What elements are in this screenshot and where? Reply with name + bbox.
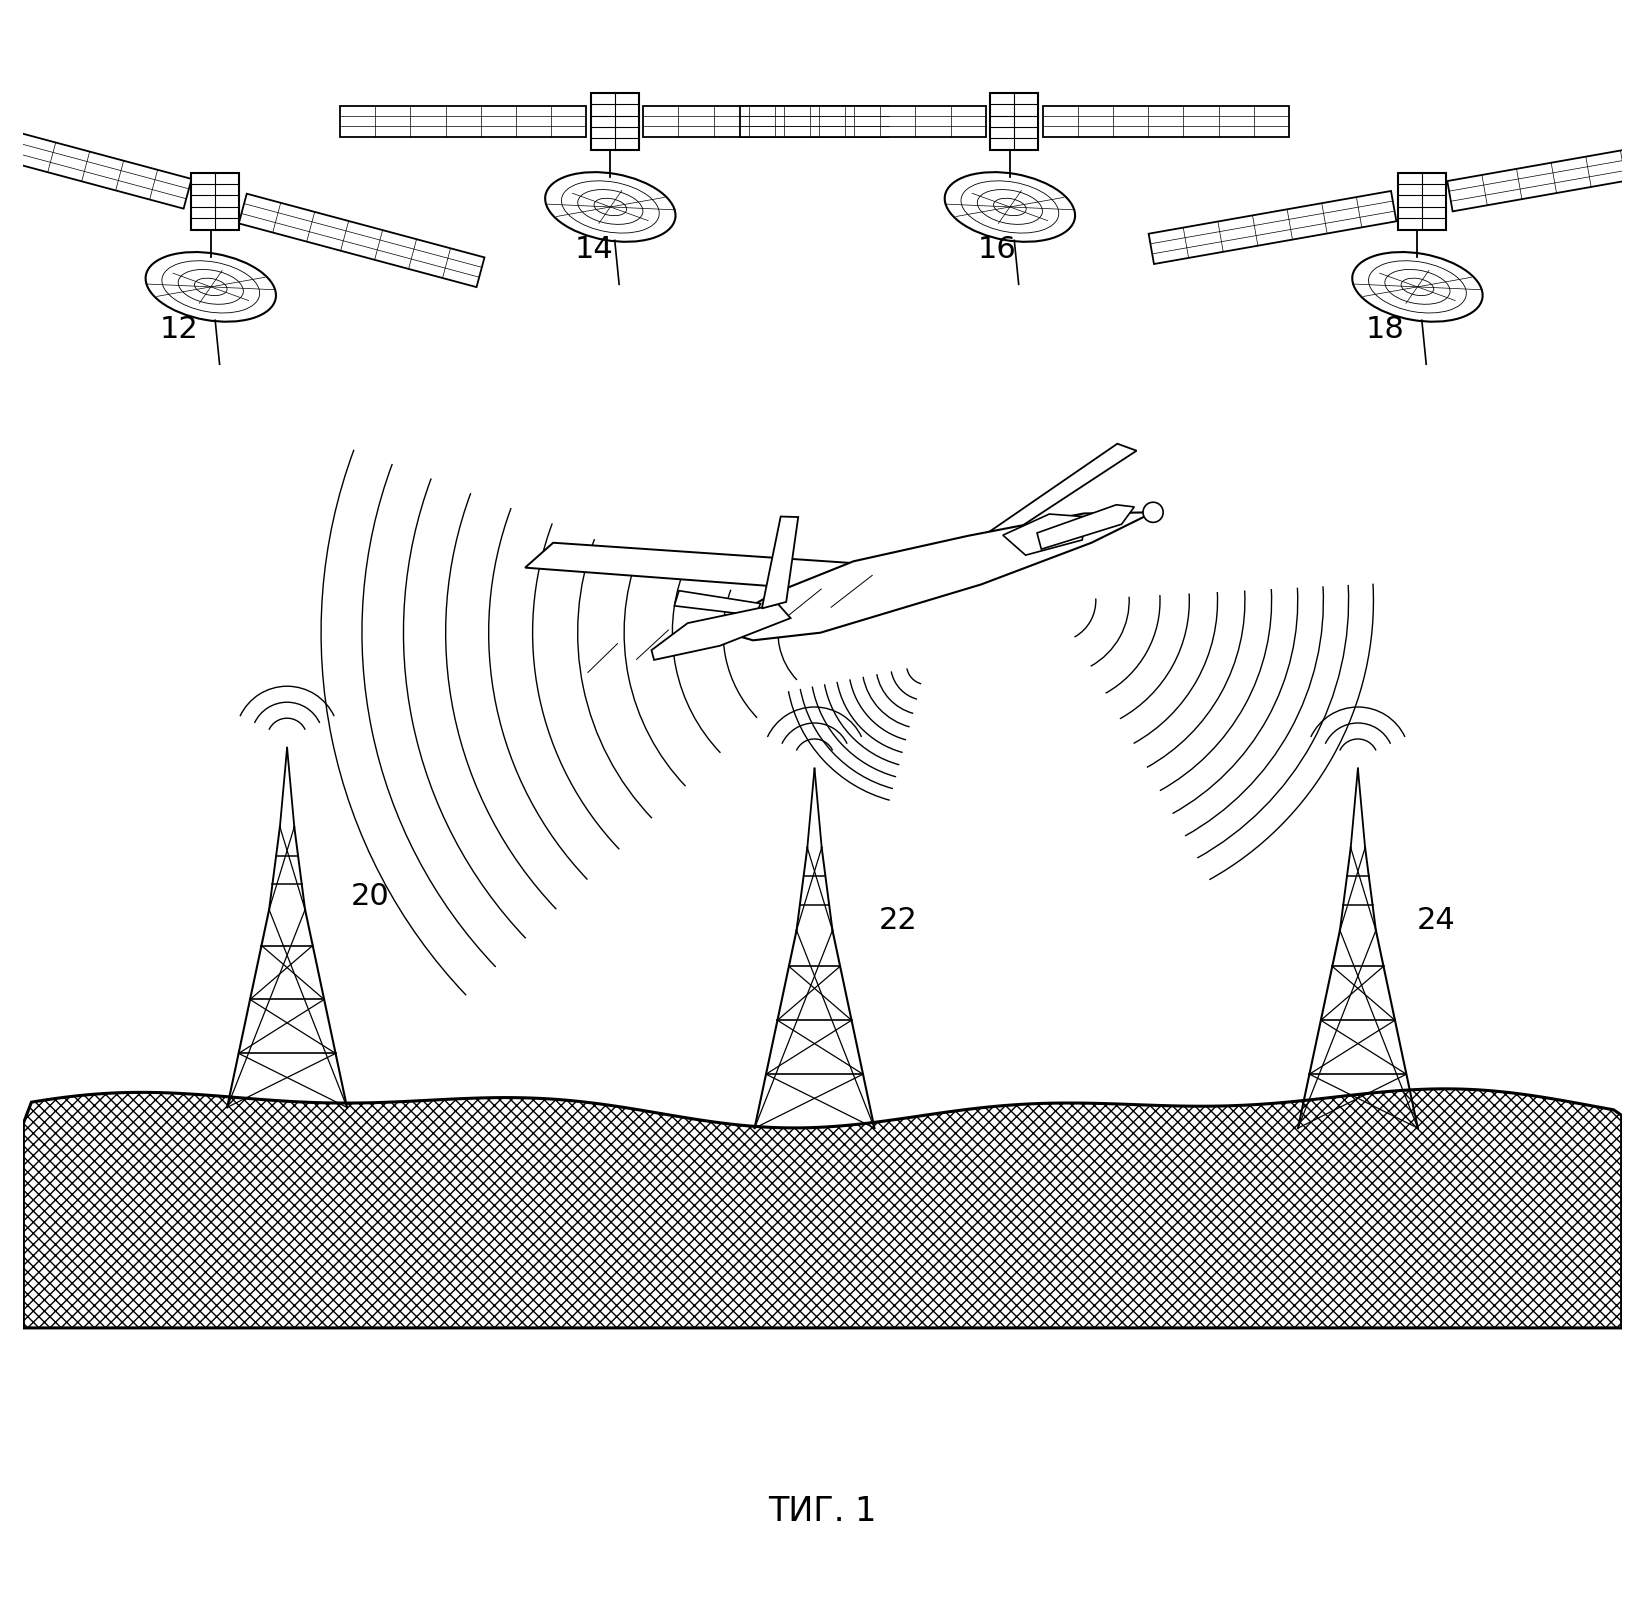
Text: 18: 18	[1365, 314, 1405, 344]
Text: 16: 16	[977, 235, 1017, 264]
Bar	[191, 173, 240, 229]
Ellipse shape	[1352, 251, 1482, 322]
Text: ΤИГ. 1: ΤИГ. 1	[768, 1495, 877, 1529]
Polygon shape	[762, 517, 798, 608]
Text: 12: 12	[160, 314, 197, 344]
Polygon shape	[740, 106, 985, 136]
Bar	[990, 93, 1038, 150]
Polygon shape	[1448, 138, 1645, 211]
Polygon shape	[643, 106, 890, 136]
Ellipse shape	[944, 173, 1076, 242]
Polygon shape	[714, 512, 1153, 640]
Polygon shape	[1148, 191, 1397, 264]
Polygon shape	[341, 106, 586, 136]
Bar	[1398, 173, 1446, 229]
Ellipse shape	[544, 173, 676, 242]
Polygon shape	[651, 604, 791, 660]
Polygon shape	[1036, 504, 1135, 549]
Polygon shape	[1003, 514, 1084, 556]
Polygon shape	[956, 443, 1137, 554]
Text: 14: 14	[574, 235, 614, 264]
Text: 20: 20	[350, 882, 390, 911]
Polygon shape	[1043, 106, 1290, 136]
Circle shape	[1143, 503, 1163, 522]
Polygon shape	[525, 543, 987, 594]
Polygon shape	[23, 1089, 1622, 1327]
Text: 24: 24	[1416, 906, 1456, 935]
Ellipse shape	[146, 251, 276, 322]
Text: 22: 22	[878, 906, 918, 935]
Polygon shape	[674, 591, 760, 615]
Polygon shape	[239, 194, 485, 287]
Bar	[591, 93, 638, 150]
Polygon shape	[0, 115, 191, 208]
